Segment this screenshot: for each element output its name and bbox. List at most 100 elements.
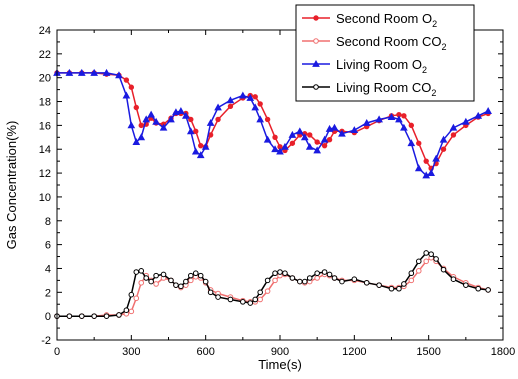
data-point <box>252 296 259 303</box>
data-point <box>188 116 194 123</box>
data-point <box>432 154 440 162</box>
data-point <box>167 115 175 123</box>
data-point <box>143 275 149 281</box>
data-point <box>321 269 328 275</box>
data-point <box>65 68 74 76</box>
data-point <box>301 278 308 285</box>
data-point <box>90 68 99 76</box>
data-point <box>395 115 403 123</box>
data-point <box>297 278 303 285</box>
data-point <box>160 271 167 278</box>
data-point <box>78 313 85 319</box>
y-tick-label: 20 <box>39 73 51 85</box>
data-point <box>133 269 140 275</box>
series-line <box>57 256 489 317</box>
data-point <box>475 285 482 292</box>
data-point <box>422 171 431 179</box>
data-point <box>396 285 402 292</box>
x-tick-label: 1500 <box>416 346 440 358</box>
data-point <box>272 134 278 141</box>
data-point <box>115 71 123 79</box>
data-point <box>247 300 254 306</box>
data-point <box>196 151 205 159</box>
data-point <box>227 296 234 303</box>
data-point <box>264 288 271 294</box>
y-axis-title: Gas Concentration(%) <box>4 121 19 250</box>
data-point <box>159 123 168 131</box>
data-point <box>376 282 382 288</box>
data-point <box>202 278 209 285</box>
data-point <box>148 278 154 285</box>
data-point <box>416 140 422 146</box>
data-point <box>423 250 429 256</box>
data-point <box>168 277 174 284</box>
data-point <box>423 258 429 265</box>
data-point <box>289 140 296 146</box>
data-point <box>183 278 189 285</box>
data-point <box>401 281 407 287</box>
data-point <box>321 142 328 149</box>
data-point <box>263 135 272 143</box>
data-point <box>132 138 141 145</box>
data-point <box>281 142 289 150</box>
x-tick-label: 900 <box>271 346 289 358</box>
data-point <box>313 38 319 44</box>
data-point <box>116 312 122 318</box>
y-tick-label: -2 <box>41 335 51 347</box>
data-point <box>264 277 271 284</box>
y-tick-label: 22 <box>39 49 51 61</box>
y-tick-label: 16 <box>39 120 51 132</box>
data-point <box>238 91 247 99</box>
data-point <box>326 271 333 278</box>
data-point <box>282 270 288 277</box>
data-point <box>450 276 457 282</box>
data-point <box>450 132 457 138</box>
legend-label: Living Room CO2 <box>336 80 436 98</box>
series-1 <box>54 254 491 319</box>
data-point <box>331 275 338 281</box>
data-point <box>123 77 130 83</box>
data-point <box>306 275 313 281</box>
data-point <box>206 118 215 126</box>
data-point <box>276 147 284 155</box>
data-point <box>407 139 416 147</box>
data-point <box>440 266 447 273</box>
data-point <box>181 111 190 119</box>
data-point <box>128 84 135 90</box>
data-point <box>207 289 214 296</box>
y-tick-label: 14 <box>39 144 51 156</box>
y-tick-label: 2 <box>45 287 51 299</box>
data-point <box>257 101 263 107</box>
data-point <box>91 313 97 319</box>
data-point <box>128 308 135 315</box>
data-point <box>137 133 146 141</box>
data-point <box>288 130 297 138</box>
y-tick-label: 8 <box>45 216 51 228</box>
data-point <box>307 132 313 138</box>
series-line <box>57 252 489 317</box>
series-3 <box>54 250 491 319</box>
x-tick-label: 0 <box>54 346 60 358</box>
data-point <box>408 270 415 277</box>
x-tick-labels: 0 300 600 900 1200 1500 1800 <box>54 346 515 358</box>
data-point <box>314 139 320 145</box>
data-point <box>484 107 492 114</box>
plot-frame <box>56 29 504 341</box>
y-tick-label: 6 <box>45 240 51 252</box>
data-point <box>338 129 346 137</box>
data-point <box>423 158 429 164</box>
data-point <box>474 111 483 119</box>
data-point <box>227 103 234 110</box>
data-point <box>264 116 271 123</box>
data-point <box>192 270 199 277</box>
data-point <box>314 275 320 281</box>
data-point <box>257 296 263 303</box>
data-point <box>320 135 329 143</box>
data-point <box>305 142 314 150</box>
data-point <box>463 282 469 288</box>
data-point <box>138 268 145 274</box>
data-point <box>313 84 319 90</box>
data-point <box>271 145 279 153</box>
data-point <box>103 313 110 319</box>
